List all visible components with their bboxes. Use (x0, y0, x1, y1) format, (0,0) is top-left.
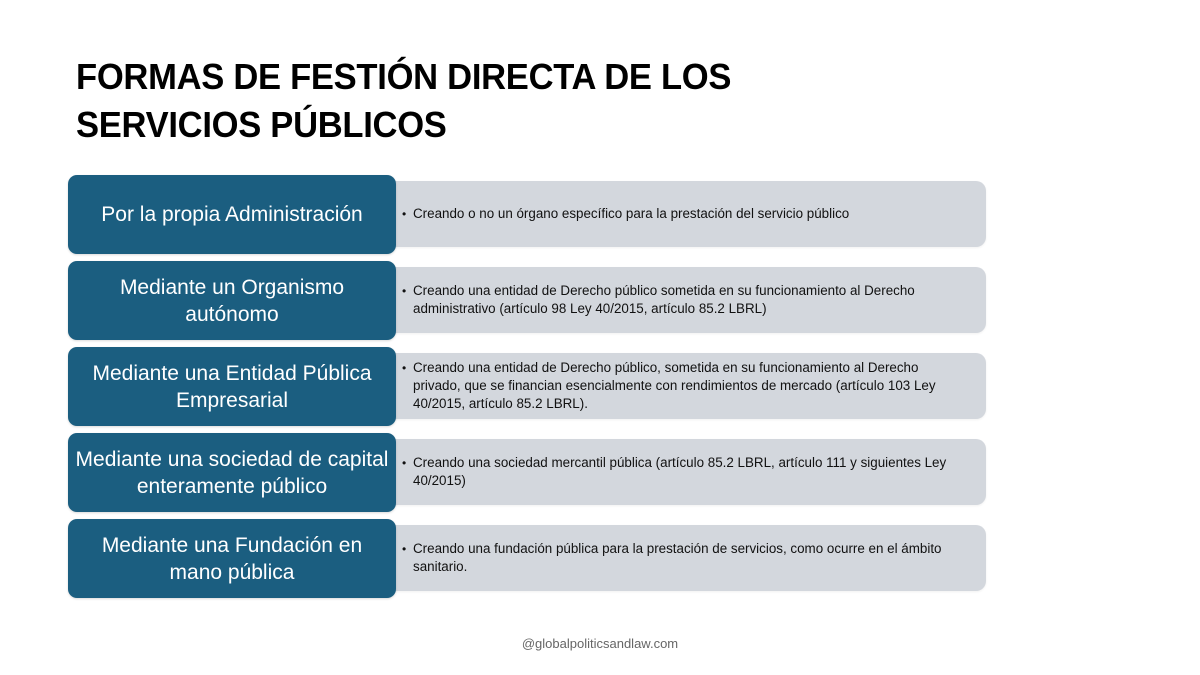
row-fundacion-publica: Creando una fundación pública para la pr… (68, 519, 986, 598)
detail-box: Creando una fundación pública para la pr… (392, 525, 986, 591)
label-box: Mediante una Fundación en mano pública (68, 519, 396, 598)
label-box: Mediante un Organismo autónomo (68, 261, 396, 340)
detail-bullet: Creando una entidad de Derecho público, … (402, 359, 968, 413)
detail-box: Creando una sociedad mercantil pública (… (392, 439, 986, 505)
footer-credit: @globalpoliticsandlaw.com (521, 636, 679, 651)
detail-box: Creando una entidad de Derecho público s… (392, 267, 986, 333)
title-line-1: FORMAS DE FESTIÓN DIRECTA DE LOS (76, 56, 732, 97)
title-line-2: SERVICIOS PÚBLICOS (76, 104, 447, 145)
detail-bullet: Creando una entidad de Derecho público s… (402, 282, 968, 318)
page-title: FORMAS DE FESTIÓN DIRECTA DE LOS SERVICI… (76, 53, 731, 149)
detail-box: Creando una entidad de Derecho público, … (392, 353, 986, 419)
row-organismo-autonomo: Creando una entidad de Derecho público s… (68, 261, 986, 340)
label-box: Mediante una Entidad Pública Empresarial (68, 347, 396, 426)
label-box: Por la propia Administración (68, 175, 396, 254)
row-sociedad-capital-publico: Creando una sociedad mercantil pública (… (68, 433, 986, 512)
detail-bullet: Creando una fundación pública para la pr… (402, 540, 968, 576)
detail-box: Creando o no un órgano específico para l… (392, 181, 986, 247)
detail-bullet: Creando una sociedad mercantil pública (… (402, 454, 968, 490)
detail-bullet: Creando o no un órgano específico para l… (402, 205, 849, 223)
label-box: Mediante una sociedad de capital enteram… (68, 433, 396, 512)
row-propia-administracion: Creando o no un órgano específico para l… (68, 175, 986, 254)
row-entidad-publica-empresarial: Creando una entidad de Derecho público, … (68, 347, 986, 426)
